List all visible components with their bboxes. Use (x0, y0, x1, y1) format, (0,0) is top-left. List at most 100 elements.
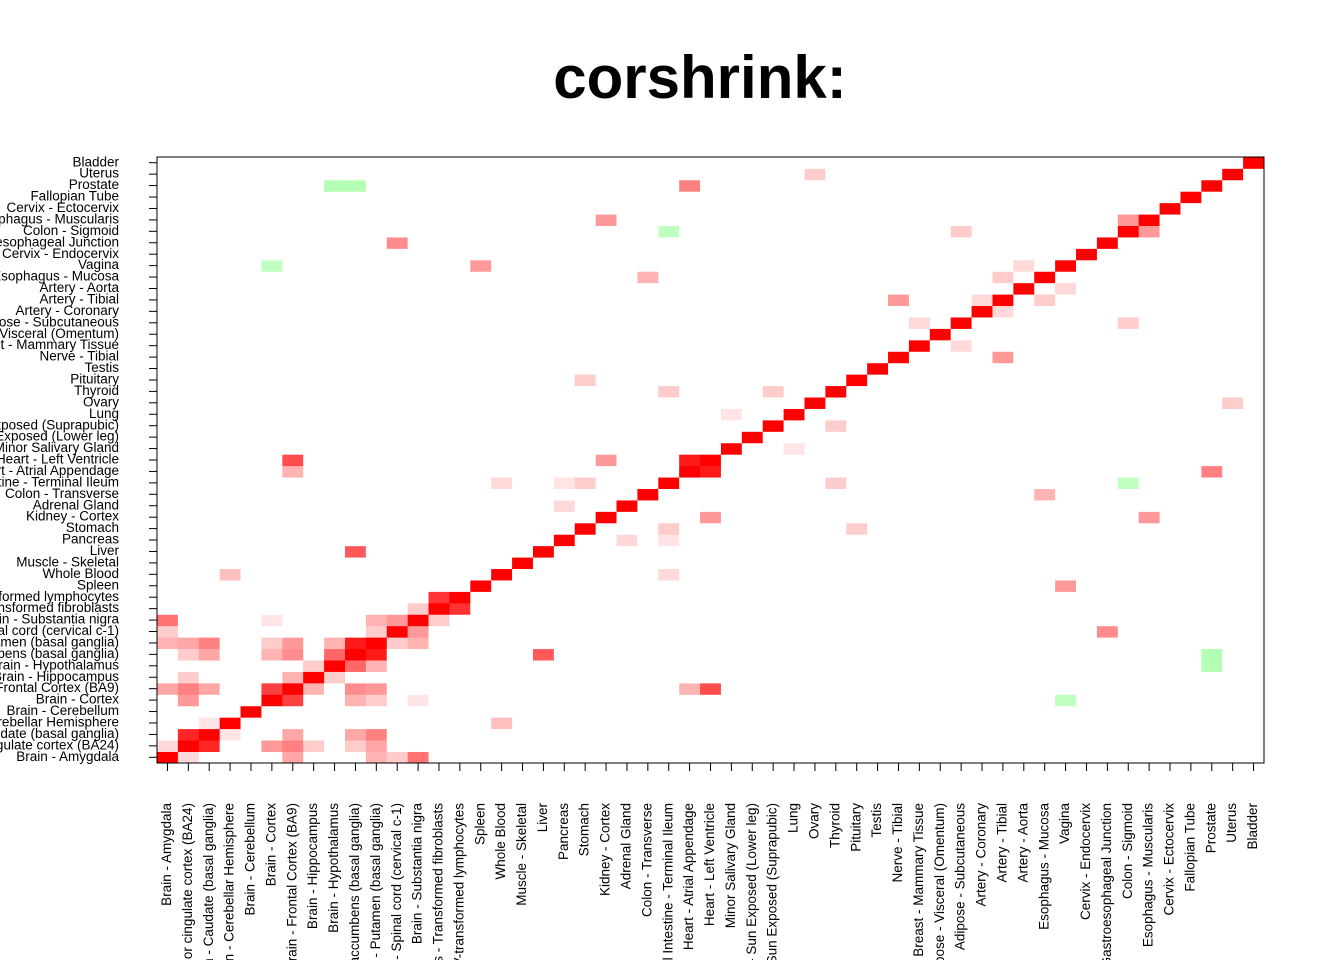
heatmap-cell (950, 168, 972, 181)
heatmap-cell (1243, 500, 1265, 512)
heatmap-cell (720, 637, 743, 650)
heatmap-cell (908, 362, 931, 375)
heatmap-cell (783, 568, 805, 581)
heatmap-cell (365, 157, 388, 169)
heatmap-cell (950, 282, 972, 295)
heatmap-cell (1222, 237, 1244, 249)
heatmap-cell (1159, 751, 1181, 764)
heatmap-cell (1117, 294, 1140, 307)
heatmap-cell (971, 694, 993, 707)
heatmap-cell (1034, 660, 1056, 672)
heatmap-cell (198, 225, 221, 238)
heatmap-cell (992, 237, 1014, 249)
heatmap-cell (1138, 545, 1160, 558)
heatmap-cell (1076, 431, 1098, 444)
heatmap-cell (1055, 500, 1077, 512)
heatmap-cell (282, 648, 304, 661)
heatmap-cell (491, 454, 513, 467)
heatmap-cell (867, 225, 889, 238)
heatmap-cell (512, 294, 534, 307)
heatmap-cell (908, 282, 931, 295)
heatmap-cell (741, 168, 764, 181)
heatmap-cell (908, 431, 931, 444)
heatmap-cell (303, 339, 325, 352)
heatmap-cell (1159, 454, 1181, 467)
heatmap-cell (1055, 602, 1077, 615)
heatmap-cell (658, 614, 680, 627)
heatmap-cell (157, 522, 179, 535)
heatmap-cell (908, 317, 931, 329)
heatmap-cell (1159, 488, 1181, 501)
heatmap-cell (888, 237, 910, 249)
heatmap-cell (637, 248, 659, 261)
heatmap-cell (846, 511, 868, 524)
heatmap-cell (700, 202, 722, 215)
heatmap-cell (512, 648, 534, 661)
heatmap-cell (783, 271, 805, 284)
heatmap-cell (1243, 248, 1265, 261)
heatmap-cell (303, 248, 325, 261)
heatmap-cell (637, 705, 659, 718)
heatmap-cell (1013, 511, 1035, 524)
heatmap-cell (157, 225, 179, 238)
heatmap-cell (992, 179, 1014, 192)
heatmap-cell (700, 339, 722, 352)
heatmap-cell (532, 339, 555, 352)
heatmap-cell (1117, 534, 1140, 547)
heatmap-cell (532, 408, 555, 421)
y-tick-label: Brain - Amygdala (16, 749, 119, 764)
heatmap-cell (1201, 705, 1223, 718)
heatmap-cell (846, 397, 868, 409)
heatmap-cell (762, 294, 785, 307)
heatmap-cell (762, 397, 785, 409)
heatmap-cell (1117, 282, 1140, 295)
heatmap-cell (303, 694, 325, 707)
heatmap-cell (553, 225, 576, 238)
heatmap-cell (783, 442, 805, 455)
heatmap-cell (846, 500, 868, 512)
heatmap-cell (303, 374, 325, 387)
heatmap-cell (1243, 385, 1265, 398)
heatmap-cell (1138, 522, 1160, 535)
heatmap-cell (553, 728, 576, 741)
heatmap-cell (553, 408, 576, 421)
heatmap-cell (616, 168, 638, 181)
heatmap-cell (177, 294, 200, 307)
heatmap-cell (762, 179, 785, 192)
heatmap-cell (344, 282, 367, 295)
heatmap-cell (428, 214, 450, 227)
heatmap-cell (261, 602, 283, 615)
heatmap-cell (616, 294, 638, 307)
heatmap-cell (1076, 728, 1098, 741)
heatmap-cell (1013, 602, 1035, 615)
heatmap-cell (407, 660, 429, 672)
heatmap-cell (1222, 465, 1244, 478)
heatmap-cell (679, 259, 701, 272)
heatmap-cell (804, 351, 826, 364)
heatmap-cell (825, 522, 847, 535)
heatmap-cell (512, 237, 534, 249)
heatmap-cell (1076, 682, 1098, 695)
heatmap-cell (157, 442, 179, 455)
y-tick-label: Cervix - Ectocervix (6, 200, 119, 215)
heatmap-cell (407, 328, 429, 341)
heatmap-cell (1138, 705, 1160, 718)
heatmap-cell (1222, 534, 1244, 547)
heatmap-cell (324, 580, 346, 592)
heatmap-cell (1222, 168, 1244, 181)
heatmap-cell (929, 534, 952, 547)
heatmap-cell (1222, 694, 1244, 707)
heatmap-cell (679, 751, 701, 764)
heatmap-cell (261, 179, 283, 192)
heatmap-cell (1055, 339, 1077, 352)
heatmap-cell (888, 202, 910, 215)
heatmap-cell (282, 500, 304, 512)
y-tick-label: Cervix - Endocervix (2, 246, 119, 261)
heatmap-cell (1201, 282, 1223, 295)
heatmap-cell (261, 568, 283, 581)
heatmap-cell (741, 259, 764, 272)
heatmap-cell (1180, 648, 1202, 661)
heatmap-cell (240, 385, 262, 398)
heatmap-cell (1013, 500, 1035, 512)
heatmap-cell (177, 602, 200, 615)
